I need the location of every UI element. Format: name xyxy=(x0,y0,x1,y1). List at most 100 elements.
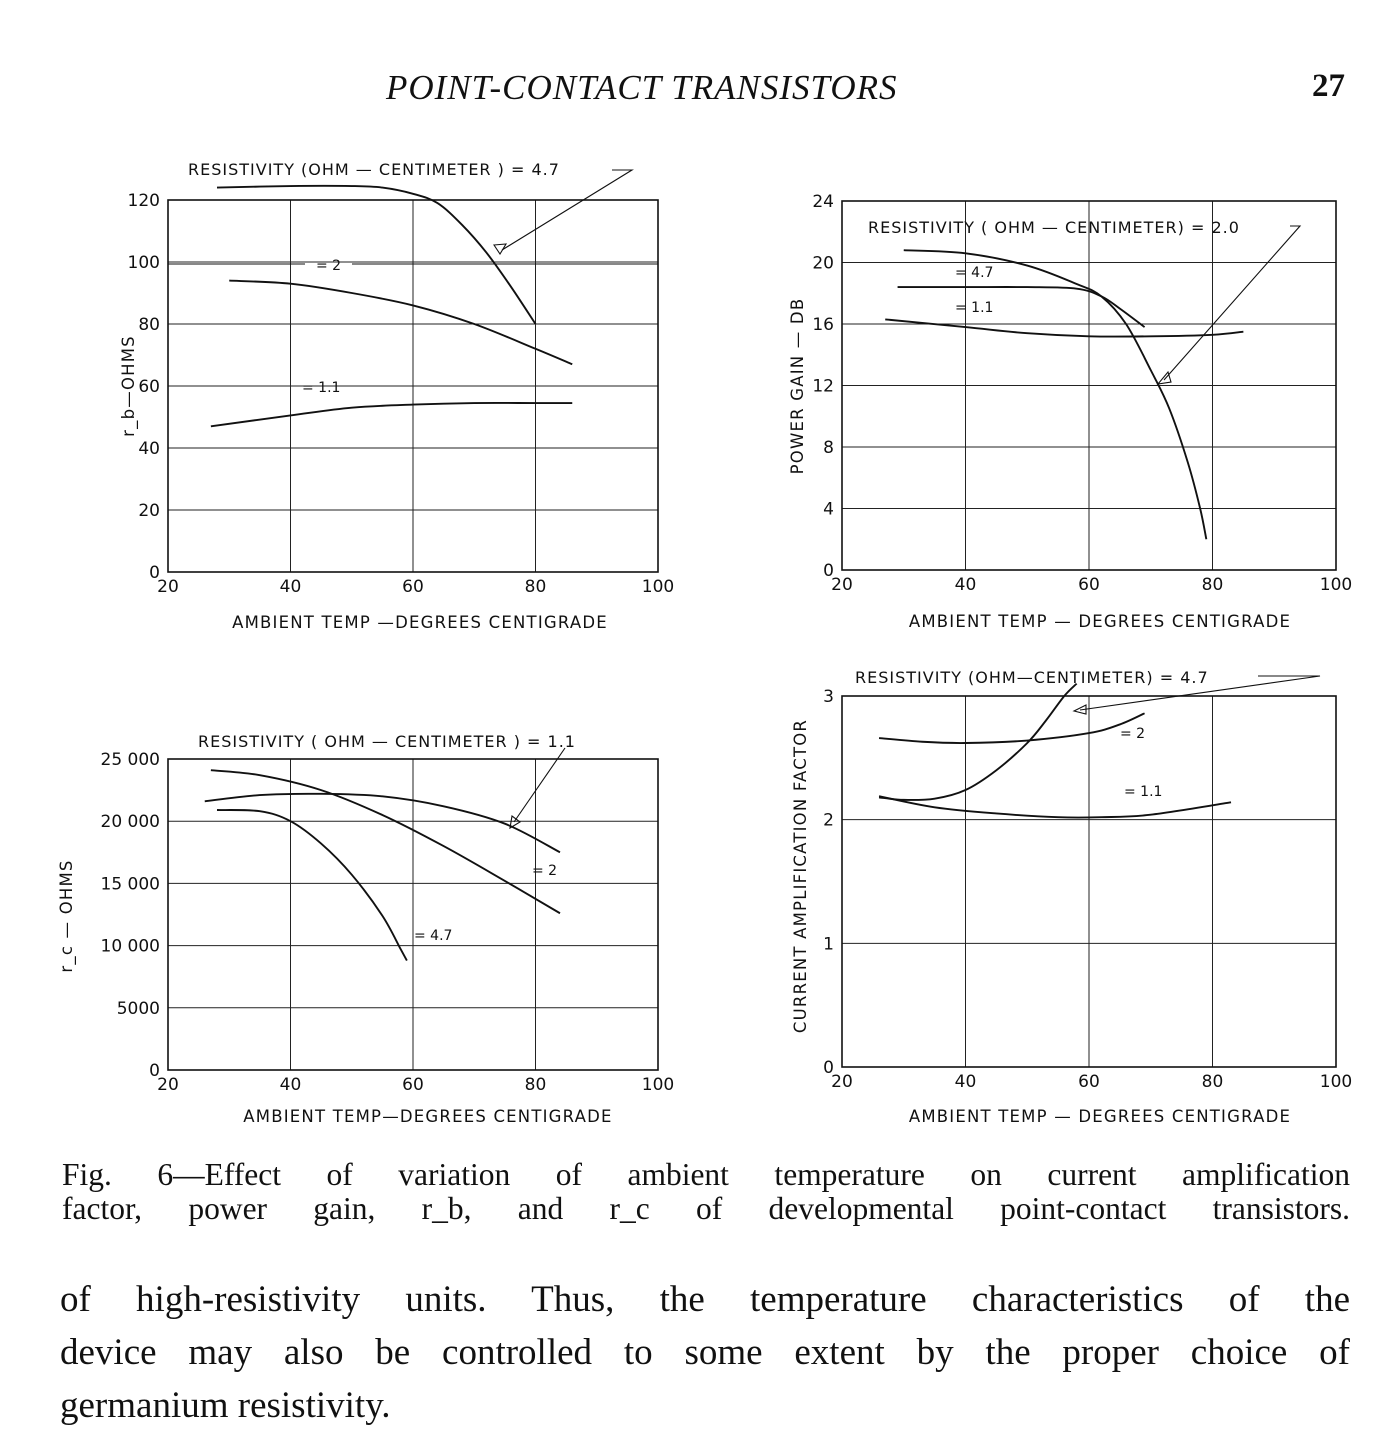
power-gain-x-tick-label: 60 xyxy=(1078,575,1100,595)
chart-rb-plot-frame xyxy=(167,199,659,573)
rc-y-tick-label: 0 xyxy=(149,1061,160,1081)
chart-current-amplification-grid xyxy=(842,696,1336,1067)
rb-y-tick-label: 100 xyxy=(128,253,160,273)
power-gain-y-tick-label: 8 xyxy=(823,438,834,458)
rb-y-tick-label: 60 xyxy=(138,377,160,397)
chart-current-amplification-curves xyxy=(878,682,1232,819)
body-line-3: germanium resistivity. xyxy=(60,1385,391,1426)
chart-rb-arrowhead xyxy=(493,243,508,256)
power-gain-y-tick-label: 16 xyxy=(812,315,834,335)
current-amplification-x-tick-label: 40 xyxy=(955,1072,977,1092)
caption-line-1: Fig. 6—Effect of variation of ambient te… xyxy=(62,1157,1350,1192)
chart-power-gain-y-axis-title: POWER GAIN — DB xyxy=(788,298,807,475)
rb-x-tick-label: 80 xyxy=(525,577,547,597)
rb-x-tick-label: 40 xyxy=(280,577,302,597)
chart-current-amplification-plot-frame xyxy=(841,695,1337,1068)
current-amplification-x-tick-label: 60 xyxy=(1078,1072,1100,1092)
power-gain-curve-2.0 xyxy=(903,249,1208,540)
rc-curve-4.7 xyxy=(216,809,408,961)
chart-current-amplification-arrowhead xyxy=(1072,704,1087,715)
current-amplification-x-tick-label: 80 xyxy=(1202,1072,1224,1092)
power-gain-x-tick-label: 40 xyxy=(955,575,977,595)
power-gain-x-tick-label: 100 xyxy=(1320,575,1352,595)
chart-power-gain-annotation-1.1: = 1.1 xyxy=(955,300,993,316)
chart-rc-y-axis-title: r_c — OHMS xyxy=(57,859,77,972)
chart-power-gain-x-axis-title: AMBIENT TEMP — DEGREES CENTIGRADE xyxy=(909,612,1291,631)
chart-current-amplification-x-axis-title: AMBIENT TEMP — DEGREES CENTIGRADE xyxy=(909,1107,1291,1126)
rb-x-tick-label: 100 xyxy=(642,577,674,597)
chart-rc-grid xyxy=(168,759,658,1070)
chart-rc-leader-1.1 xyxy=(513,747,566,823)
chart-current-amplification-leader-4.7 xyxy=(1079,675,1321,711)
chart-power-gain-arrowhead xyxy=(1156,370,1172,385)
rb-y-tick-label: 40 xyxy=(138,439,160,459)
power-gain-y-tick-label: 12 xyxy=(812,377,834,397)
rc-y-tick-label: 5000 xyxy=(117,999,160,1019)
current-amplification-curve-1.1 xyxy=(878,795,1232,819)
chart-rc-x-axis-title: AMBIENT TEMP—DEGREES CENTIGRADE xyxy=(243,1107,612,1126)
body-line-2: device may also be controlled to some ex… xyxy=(60,1332,1350,1373)
rb-y-tick-label: 20 xyxy=(138,501,160,521)
rc-curve-1.1 xyxy=(204,792,561,854)
chart-power-gain-annotation-resistivity: RESISTIVITY ( OHM — CENTIMETER) = 2.0 xyxy=(868,218,1240,237)
rc-y-tick-label: 25 000 xyxy=(101,750,160,770)
caption-line-2: factor, power gain, r_b, and r_c of deve… xyxy=(62,1191,1350,1226)
chart-rb-annotation-1.1: = 1.1 xyxy=(302,380,340,396)
chart-rb-y-axis-title: r_b—OHMS xyxy=(119,335,139,437)
chart-current-amplification-y-axis-title: CURRENT AMPLIFICATION FACTOR xyxy=(791,719,810,1033)
current-amplification-x-tick-label: 20 xyxy=(831,1072,853,1092)
chart-rb-x-axis-title: AMBIENT TEMP —DEGREES CENTIGRADE xyxy=(232,613,608,632)
current-amplification-y-tick-label: 3 xyxy=(823,687,834,707)
chart-power-gain-annotation-4.7: = 4.7 xyxy=(955,265,993,281)
power-gain-y-tick-label: 0 xyxy=(823,561,834,581)
chart-current-amplification-ticks: 20 40 60 80 100 0 1 2 3 xyxy=(823,687,1352,1092)
power-gain-x-tick-label: 20 xyxy=(831,575,853,595)
rc-x-tick-label: 80 xyxy=(525,1075,547,1095)
body-paragraph: of high-resistivity units. Thus, the tem… xyxy=(60,1273,1350,1432)
rc-y-tick-label: 15 000 xyxy=(101,874,160,894)
rb-y-tick-label: 80 xyxy=(138,315,160,335)
current-amplification-x-tick-label: 100 xyxy=(1320,1072,1352,1092)
chart-rc-plot-frame xyxy=(167,758,659,1071)
current-amplification-curve-2 xyxy=(878,712,1145,744)
chart-power-gain-leader-2.0 xyxy=(1163,225,1302,381)
rc-x-tick-label: 20 xyxy=(157,1075,179,1095)
rb-curve-1.1 xyxy=(210,401,573,428)
power-gain-curve-4.7 xyxy=(897,286,1146,328)
rb-y-tick-label: 120 xyxy=(128,191,160,211)
chart-rc-annotation-4.7: = 4.7 xyxy=(414,928,452,944)
chart-rc-annotation-2: = 2 xyxy=(532,863,557,879)
chart-rb-curves xyxy=(210,184,573,428)
current-amplification-y-tick-label: 2 xyxy=(823,811,834,831)
rc-x-tick-label: 40 xyxy=(280,1075,302,1095)
rc-x-tick-label: 100 xyxy=(642,1075,674,1095)
rb-curve-2 xyxy=(229,279,573,366)
rc-y-tick-label: 20 000 xyxy=(101,812,160,832)
chart-current-amplification-annotation-2: = 2 xyxy=(1120,726,1145,742)
chart-rc-arrowhead xyxy=(509,815,521,830)
rc-curve-2 xyxy=(210,769,561,915)
power-gain-curve-1.1 xyxy=(885,318,1244,338)
chart-current-amplification-annotation-1.1: = 1.1 xyxy=(1124,784,1162,800)
figure-caption: Fig. 6—Effect of variation of ambient te… xyxy=(62,1158,1350,1226)
chart-rb-annotation-2: = 2 xyxy=(316,258,341,274)
chart-power-gain-plot-frame xyxy=(841,200,1337,571)
rb-y-tick-label: 0 xyxy=(149,563,160,583)
chart-current-amplification-annotation-resistivity: RESISTIVITY (OHM—CENTIMETER) = 4.7 xyxy=(855,668,1209,687)
power-gain-y-tick-label: 4 xyxy=(823,500,834,520)
rb-x-tick-label: 60 xyxy=(402,577,424,597)
chart-rb-annotation-resistivity: RESISTIVITY (OHM — CENTIMETER ) = 4.7 xyxy=(188,160,560,179)
current-amplification-y-tick-label: 1 xyxy=(823,934,834,954)
chart-rb-grid xyxy=(168,200,658,572)
power-gain-y-tick-label: 20 xyxy=(812,254,834,274)
page-number: 27 xyxy=(1312,68,1345,104)
power-gain-y-tick-label: 24 xyxy=(812,192,834,212)
rb-x-tick-label: 20 xyxy=(157,577,179,597)
power-gain-x-tick-label: 80 xyxy=(1202,575,1224,595)
chart-rc-ticks: 20 40 60 80 100 0 5000 10 000 15 000 20 000 25 000 xyxy=(101,750,675,1095)
rb-curve-4.7 xyxy=(216,184,537,325)
